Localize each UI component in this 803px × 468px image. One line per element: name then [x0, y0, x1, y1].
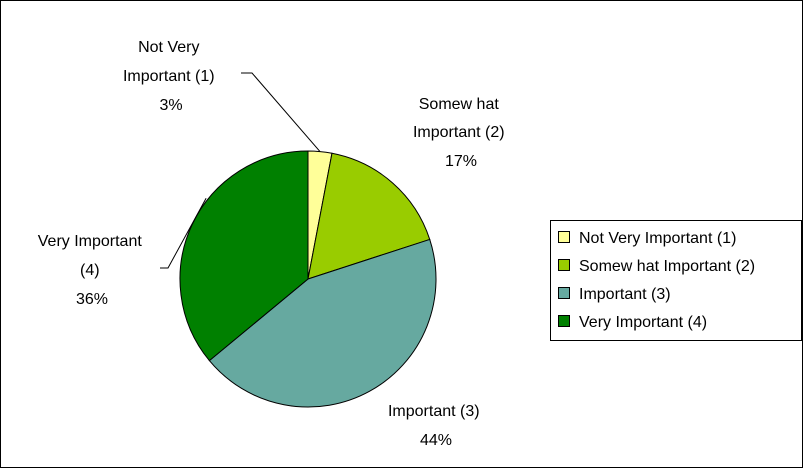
pie-slices: [179, 150, 437, 408]
legend-swatch-somewhat-important: [558, 259, 570, 271]
leader-line-very-important: [160, 198, 207, 269]
legend-label-somewhat-important: Somew hat Important (2): [579, 258, 755, 275]
slice-label-important: Important (3) 44%: [388, 403, 484, 449]
leader-lines: [160, 72, 321, 269]
legend-swatch-very-important: [558, 315, 570, 327]
legend-label-very-important: Very Important (4): [579, 314, 707, 331]
legend-swatch-important: [558, 287, 570, 299]
leader-line-not-very-important: [241, 72, 321, 152]
slice-label-very-important: Very Important (4) 36%: [38, 233, 147, 308]
legend-label-important: Important (3): [579, 286, 671, 303]
legend-swatch-not-very-important: [558, 231, 570, 243]
legend: Not Very Important (1) Somew hat Importa…: [550, 220, 802, 341]
legend-box: [550, 220, 802, 341]
slice-label-somewhat-important: Somew hat Important (2) 17%: [413, 96, 509, 170]
pie-slice-important: [208, 238, 437, 408]
slice-label-not-very-important: Not Very Important (1) 3%: [123, 39, 219, 114]
pie-slice-somewhat-important: [307, 152, 431, 280]
legend-label-not-very-important: Not Very Important (1): [579, 230, 736, 247]
